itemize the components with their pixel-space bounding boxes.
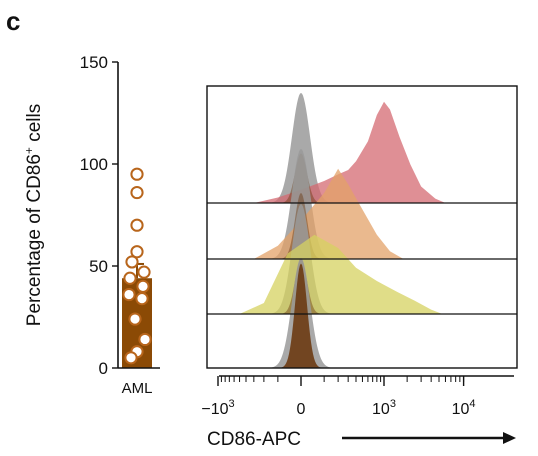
bar-y-label-tail: cells (24, 104, 45, 147)
hist-x-tick-exp: 4 (469, 398, 475, 410)
hist-x-tick-exp: 3 (390, 398, 396, 410)
bar-y-tick-label: 150 (80, 53, 108, 72)
data-point (125, 255, 139, 269)
bar-y-axis-label: Percentage of CD86+ cells (22, 104, 45, 326)
data-point (122, 287, 136, 302)
stained-histogram (239, 234, 443, 314)
hist-x-tick-label: 0 (297, 401, 306, 418)
hist-x-tick-exp: 3 (229, 398, 235, 410)
stained-histogram (253, 101, 446, 203)
data-point (130, 167, 144, 181)
histogram-lane-1 (207, 93, 517, 203)
data-point (136, 279, 150, 293)
data-point (135, 292, 149, 306)
stained-histogram (253, 168, 404, 259)
histogram-lane-3 (207, 204, 517, 314)
bar-y-tick-label: 100 (80, 155, 108, 174)
data-point (123, 271, 137, 285)
hist-x-tick-label: −103 (201, 398, 234, 418)
data-point (130, 245, 144, 259)
data-point (124, 351, 138, 365)
panel-letter: c (6, 6, 21, 36)
histogram-frame (206, 85, 518, 369)
data-point (130, 185, 144, 200)
hist-x-tick-base: 10 (372, 401, 390, 418)
bar-y-label-sup: + (22, 147, 36, 154)
data-point (137, 265, 151, 279)
bar-x-tick-label: AML (122, 380, 153, 397)
bar-y-tick-label: 50 (89, 257, 108, 276)
hist-x-tick-base: −10 (201, 401, 228, 418)
histogram-lane-2 (207, 149, 517, 259)
bar-y-tick-label: 0 (99, 359, 108, 378)
bar-y-label-main: Percentage of CD86 (24, 154, 45, 326)
hist-x-tick-base: 0 (297, 401, 306, 418)
hist-x-tick-label: 103 (372, 398, 396, 418)
hist-x-tick-base: 10 (452, 401, 470, 418)
hist-x-axis-label: CD86-APC (207, 429, 301, 450)
data-point (130, 218, 144, 232)
hist-x-tick-label: 104 (452, 398, 476, 418)
data-point (138, 332, 152, 347)
data-point (128, 312, 142, 326)
direction-arrow-head (503, 432, 516, 444)
